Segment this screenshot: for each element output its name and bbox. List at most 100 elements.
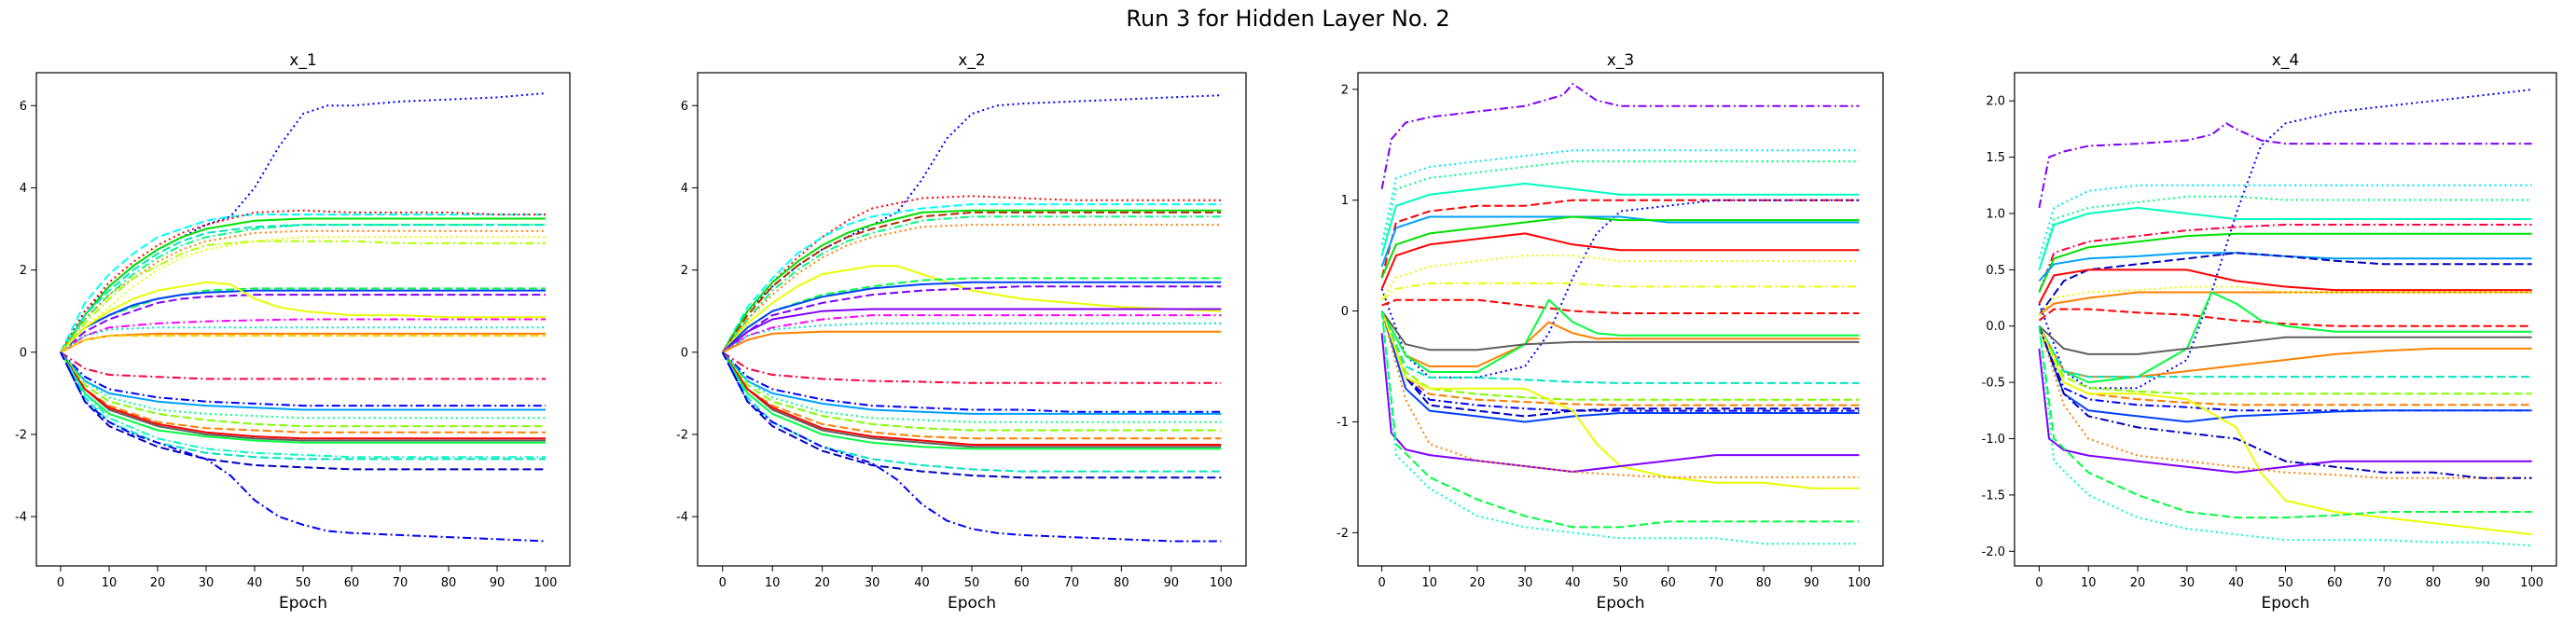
chart-4-y-tick-label-7: 1.0 [1986, 207, 2005, 221]
chart-2-x-tick-label-6: 50 [964, 576, 980, 590]
chart-4-series-line-10 [2038, 269, 2532, 305]
chart-1-series-line-25 [60, 351, 546, 440]
chart-2-x-tick-label-1: 0 [719, 576, 727, 590]
chart-4-y-tick-label-3: -1.0 [1982, 433, 2005, 447]
chart-3-series-line-26 [1380, 310, 1860, 545]
chart-2-series-line-1 [721, 94, 1222, 353]
chart-4-y-tick-label-6: 0.5 [1986, 264, 2005, 278]
chart-2-series-line-27 [721, 351, 1222, 543]
chart-2-series-group [721, 94, 1222, 543]
chart-2-x-tick-label-3: 20 [814, 576, 830, 590]
chart-4-series-line-12 [2038, 285, 2532, 316]
chart-4-x-tick-label-4: 30 [2180, 576, 2195, 590]
chart-4-series-line-18 [2038, 325, 2532, 395]
chart-2-series-line-2 [721, 195, 1222, 353]
chart-4-y-tick-label-5: 0.0 [1986, 320, 2005, 334]
chart-3-series-line-5 [1380, 199, 1860, 279]
chart-4-series-line-6 [2038, 224, 2532, 293]
chart-3-series-line-8 [1380, 215, 1860, 279]
chart-3-x-tick-label-6: 50 [1613, 576, 1628, 590]
chart-1-y-tick-label-6: 6 [20, 100, 27, 114]
chart-4-series-line-26 [2038, 325, 2532, 519]
chart-3-series-group [1380, 82, 1860, 545]
chart-1-x-tick-label-8: 70 [393, 576, 409, 590]
chart-1-series-group [60, 92, 547, 543]
chart-4-series-line-5 [2038, 206, 2532, 270]
chart-2-y-tick-label-4: 2 [681, 264, 688, 278]
chart-2-series-line-13 [722, 314, 1222, 353]
chart-4-series-line-13 [2038, 308, 2532, 327]
chart-3-series-line-2 [1380, 149, 1860, 245]
chart-1-series-line-1 [60, 92, 547, 353]
chart-4-y-tick-label-1: -2.0 [1982, 545, 2005, 559]
chart-3-series-line-3 [1380, 160, 1860, 256]
chart-4-series-line-1 [2038, 122, 2532, 209]
chart-2-series-line-5 [721, 211, 1222, 353]
chart-2-series-line-10 [721, 281, 1222, 353]
figure-title: Run 3 for Hidden Layer No. 2 [1126, 6, 1450, 32]
chart-2-series-line-17 [721, 351, 1222, 413]
chart-4-series-line-17 [2038, 325, 2532, 379]
chart-4-series-line-8 [2038, 252, 2532, 282]
chart-4-y-tick-label-4: -0.5 [1982, 377, 2005, 391]
chart-1-series-line-19 [60, 351, 546, 407]
chart-1-series-line-15 [60, 332, 546, 353]
chart-1-series-line-9 [60, 236, 546, 353]
chart-1-x-tick-label-1: 0 [57, 576, 64, 590]
chart-1-x-tick-label-3: 20 [150, 576, 166, 590]
chart-4-x-tick-label-9: 80 [2426, 576, 2442, 590]
chart-3-y-tick-label-1: -2 [1336, 527, 1349, 541]
chart-3-series-line-4 [1380, 182, 1860, 256]
chart-4-series-line-16 [2038, 325, 2532, 379]
chart-3-axes-frame [1357, 72, 1884, 567]
chart-3-x-tick-label-7: 60 [1660, 576, 1676, 590]
chart-3-series-line-12 [1381, 298, 1860, 314]
chart-2-series-line-6 [721, 215, 1222, 353]
chart-4-axes-frame [2014, 72, 2557, 567]
chart-3-series-line-16 [1380, 310, 1860, 384]
chart-1: 0 10 20 30 40 50 60 70 80 90 100 -4 -2 0 2 4 6 x_1 Epoch [15, 51, 571, 613]
chart-2-series-line-26 [721, 351, 1222, 479]
chart-1-series-line-26 [60, 351, 546, 444]
chart-2-series-line-18 [721, 351, 1222, 415]
chart-4-y-tick-label-9: 2.0 [1986, 95, 2005, 109]
chart-3-series-line-19 [1380, 310, 1860, 412]
chart-3-y-tick-label-5: 2 [1341, 83, 1349, 97]
chart-1-series-line-21 [60, 351, 546, 420]
chart-1-series-line-29 [60, 351, 546, 471]
chart-3: 0 10 20 30 40 50 60 70 80 90 100 -2 -1 0 1 2 x_3 Epoch [1336, 51, 1884, 613]
chart-1-x-tick-label-9: 80 [441, 576, 457, 590]
chart-2-series-line-14 [722, 322, 1222, 353]
chart-2-x-tick-label-10: 90 [1164, 576, 1180, 590]
chart-2-y-tick-label-2: -2 [676, 428, 688, 442]
chart-1-series-line-13 [60, 281, 546, 353]
chart-1-series-line-28 [60, 351, 546, 461]
chart-1-series-line-22 [60, 351, 546, 428]
chart-2-series-line-23 [721, 351, 1222, 446]
chart-2-series-line-19 [721, 351, 1222, 423]
chart-3-series-line-14 [1380, 298, 1860, 373]
chart-4-series-line-9 [2038, 252, 2532, 316]
chart-2-x-tick-label-11: 100 [1210, 576, 1233, 590]
chart-3-x-axis-label: Epoch [1596, 594, 1644, 613]
chart-1-x-tick-label-10: 90 [490, 576, 506, 590]
chart-3-series-line-11 [1380, 282, 1860, 301]
chart-3-series-line-6 [1380, 199, 1860, 379]
chart-1-series-line-8 [60, 240, 546, 353]
chart-4-series-line-21 [2038, 325, 2532, 423]
chart-4-x-tick-label-5: 40 [2228, 576, 2244, 590]
chart-4-x-tick-label-6: 50 [2278, 576, 2293, 590]
chart-1-x-tick-label-6: 50 [296, 576, 312, 590]
chart-2-x-tick-label-5: 40 [914, 576, 930, 590]
chart-4-x-tick-label-1: 0 [2035, 576, 2043, 590]
chart-2-series-line-22 [721, 351, 1222, 448]
chart-2-y-tick-label-6: 6 [681, 100, 688, 114]
chart-4-x-tick-label-8: 70 [2376, 576, 2392, 590]
chart-1-x-tick-label-2: 10 [102, 576, 118, 590]
chart-2-x-tick-label-7: 60 [1014, 576, 1030, 590]
chart-2-y-tick-label-3: 0 [681, 346, 688, 360]
chart-1-axes-frame [35, 72, 571, 567]
chart-1-y-tick-label-4: 2 [20, 264, 27, 278]
chart-1-x-tick-label-7: 60 [344, 576, 360, 590]
